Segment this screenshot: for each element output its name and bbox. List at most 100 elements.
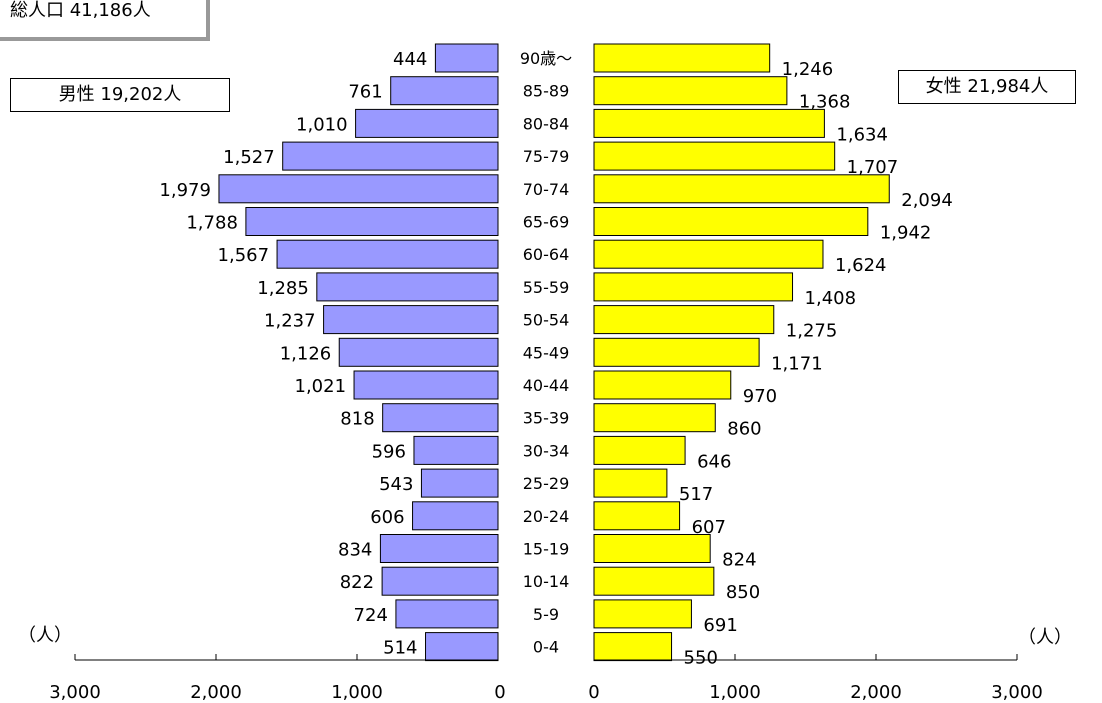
age-group-label: 20-24 [523,507,570,526]
total-population-label: 総人口 41,186人 [0,0,210,41]
male-value-label: 1,788 [186,213,238,234]
male-value-label: 1,126 [280,343,332,364]
male-value-label: 1,979 [159,180,211,201]
female-value-label: 1,624 [835,255,887,276]
female-value-label: 1,368 [799,92,851,113]
age-group-label: 40-44 [523,376,570,395]
female-bar [593,239,824,269]
male-bar [425,632,499,662]
male-value-label: 1,285 [257,278,309,299]
female-value-label: 1,246 [782,59,834,80]
age-group-label: 35-39 [523,409,570,428]
female-x-tick-label: 0 [588,682,599,703]
female-bar [593,337,760,367]
female-value-label: 1,634 [836,124,888,145]
male-value-label: 724 [354,605,388,626]
unit-label-left: （人） [18,625,72,646]
male-value-label: 1,237 [264,311,316,332]
male-bar [434,43,499,73]
male-x-tick-label: 3,000 [49,682,101,703]
age-group-label: 30-34 [523,441,570,460]
age-group-label: 55-59 [523,278,570,297]
female-bar [593,566,715,596]
male-bar [382,403,499,433]
male-bar [390,76,499,106]
male-bar [316,272,499,302]
male-bar [218,174,499,204]
female-bar [593,599,692,629]
age-group-label: 45-49 [523,343,570,362]
female-bar [593,370,732,400]
male-bar [379,534,499,563]
male-value-label: 596 [372,441,406,462]
male-x-tick-label: 1,000 [331,682,383,703]
male-bar [245,207,499,236]
male-value-label: 1,567 [218,245,270,266]
male-value-label: 606 [370,507,404,528]
female-bar [593,76,788,106]
male-value-label: 1,527 [223,147,275,168]
age-group-label: 15-19 [523,540,570,559]
female-bar [593,501,681,531]
female-value-label: 517 [679,484,713,505]
male-bar [323,305,499,335]
female-value-label: 824 [722,550,756,571]
male-value-label: 822 [340,572,374,593]
age-group-label: 75-79 [523,147,570,166]
age-group-label: 60-64 [523,245,570,264]
female-x-tick-label: 2,000 [850,682,902,703]
age-group-label: 90歳～ [520,49,572,68]
female-bar [593,403,716,433]
male-value-label: 761 [348,82,382,103]
female-bar [593,534,711,563]
age-group-label: 25-29 [523,474,570,493]
male-bar [395,599,499,629]
male-total-label: 男性 19,202人 [10,78,230,112]
female-value-label: 646 [697,451,731,472]
age-group-label: 0-4 [533,638,559,657]
male-value-label: 543 [379,474,413,495]
female-value-label: 850 [726,582,760,603]
female-value-label: 1,275 [786,321,838,342]
female-value-label: 1,942 [880,223,932,244]
male-bar [282,141,499,171]
female-bar [593,43,771,73]
female-value-label: 2,094 [901,190,953,211]
female-bar [593,141,836,171]
age-group-label: 65-69 [523,213,570,232]
unit-label-right: （人） [1018,627,1072,648]
female-total-label: 女性 21,984人 [898,70,1076,104]
male-bar [381,566,499,596]
female-bar [593,468,668,498]
female-value-label: 970 [743,386,777,407]
male-value-label: 1,010 [296,114,348,135]
age-group-label: 5-9 [533,605,559,624]
female-value-label: 691 [703,615,737,636]
female-value-label: 550 [684,648,718,669]
male-x-tick-label: 2,000 [190,682,242,703]
male-value-label: 1,021 [295,376,347,397]
age-group-label: 85-89 [523,82,570,101]
age-group-label: 10-14 [523,572,570,591]
male-bar [355,108,499,138]
female-value-label: 860 [727,419,761,440]
female-value-label: 1,171 [771,353,823,374]
female-x-tick-label: 1,000 [709,682,761,703]
age-group-label: 70-74 [523,180,570,199]
male-bar [338,337,499,367]
female-bar [593,108,825,138]
male-value-label: 444 [393,49,427,70]
female-bar [593,272,794,302]
male-bar [412,501,499,531]
female-value-label: 1,408 [805,288,857,309]
male-value-label: 514 [383,638,417,659]
female-x-tick-label: 3,000 [991,682,1043,703]
male-bar [420,468,499,498]
female-value-label: 1,707 [847,157,899,178]
female-bar [593,305,775,335]
female-bar [593,632,673,662]
male-value-label: 834 [338,540,372,561]
male-bar [353,370,499,400]
age-group-label: 50-54 [523,311,570,330]
